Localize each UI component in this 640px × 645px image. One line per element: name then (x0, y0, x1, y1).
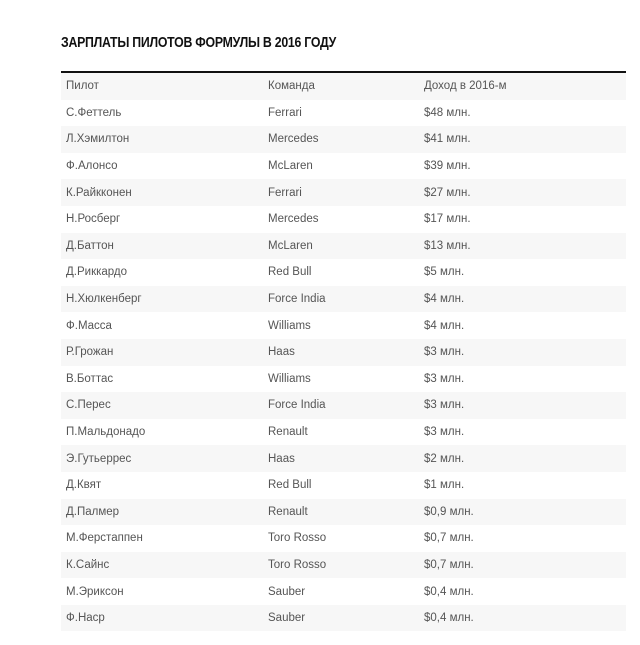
cell-income: $41 млн. (424, 133, 471, 146)
table-header: Пилот Команда Доход в 2016-м (61, 73, 626, 100)
cell-team: Renault (268, 505, 308, 518)
cell-pilot: Ф.Алонсо (66, 160, 118, 173)
cell-income: $5 млн. (424, 266, 465, 279)
cell-pilot: К.Райкконен (66, 186, 132, 199)
cell-income: $0,4 млн. (424, 612, 474, 625)
cell-team: McLaren (268, 160, 313, 173)
cell-pilot: М.Ферстаппен (66, 532, 143, 545)
table-row: Ф.Масса Williams $4 млн. (61, 312, 626, 339)
cell-pilot: Д.Риккардо (66, 266, 128, 279)
table-row: Н.Хюлкенберг Force India $4 млн. (61, 285, 626, 313)
cell-team: Force India (268, 399, 326, 412)
cell-team: Mercedes (268, 133, 319, 146)
table-row: М.Ферстаппен Toro Rosso $0,7 млн. (61, 525, 626, 552)
cell-pilot: Р.Грожан (66, 346, 114, 359)
cell-income: $0,7 млн. (424, 532, 474, 545)
table-row: В.Боттас Williams $3 млн. (61, 366, 626, 393)
table-row: Ф.Наср Sauber $0,4 млн. (61, 604, 626, 632)
cell-team: Williams (268, 372, 311, 385)
cell-team: Sauber (268, 585, 306, 598)
cell-income: $39 млн. (424, 160, 471, 173)
cell-pilot: П.Мальдонадо (66, 426, 146, 439)
cell-income: $17 млн. (424, 213, 471, 226)
cell-income: $4 млн. (424, 293, 465, 306)
cell-team: Mercedes (268, 213, 319, 226)
cell-team: Williams (268, 319, 311, 332)
cell-income: $27 млн. (424, 186, 471, 199)
table-row: Д.Риккардо Red Bull $5 млн. (61, 259, 626, 286)
cell-income: $0,9 млн. (424, 505, 474, 518)
table-row: Ф.Алонсо McLaren $39 млн. (61, 153, 626, 180)
table-row: Л.Хэмилтон Mercedes $41 млн. (61, 126, 626, 153)
table-row: М.Эриксон Sauber $0,4 млн. (61, 578, 626, 605)
table-row: С.Феттель Ferrari $48 млн. (61, 100, 626, 127)
cell-income: $3 млн. (424, 346, 465, 359)
table-row: П.Мальдонадо Renault $3 млн. (61, 419, 626, 446)
cell-team: Ferrari (268, 186, 302, 199)
cell-pilot: С.Феттель (66, 106, 122, 119)
cell-income: $13 млн. (424, 239, 471, 252)
table-row: К.Сайнс Toro Rosso $0,7 млн. (61, 551, 626, 579)
cell-pilot: Э.Гутьеррес (66, 452, 132, 465)
header-team: Команда (268, 80, 315, 93)
cell-pilot: В.Боттас (66, 372, 114, 385)
cell-pilot: М.Эриксон (66, 585, 124, 598)
header-income: Доход в 2016-м (424, 80, 507, 93)
table-body: С.Феттель Ferrari $48 млн. Л.Хэмилтон Merced… (61, 100, 626, 632)
cell-pilot: Н.Росберг (66, 213, 121, 226)
cell-income: $3 млн. (424, 372, 465, 385)
table-row: Р.Грожан Haas $3 млн. (61, 338, 626, 366)
cell-income: $3 млн. (424, 426, 465, 439)
cell-income: $4 млн. (424, 319, 465, 332)
cell-pilot: С.Перес (66, 399, 111, 412)
cell-team: McLaren (268, 239, 313, 252)
table-row: С.Перес Force India $3 млн. (61, 392, 626, 419)
table-row: Д.Баттон McLaren $13 млн. (61, 232, 626, 260)
table-row: Н.Росберг Mercedes $17 млн. (61, 206, 626, 233)
cell-team: Toro Rosso (268, 532, 327, 545)
cell-team: Renault (268, 426, 308, 439)
cell-pilot: Д.Баттон (66, 239, 114, 252)
table-row: Д.Палмер Renault $0,9 млн. (61, 498, 626, 526)
cell-team: Ferrari (268, 106, 302, 119)
cell-pilot: Л.Хэмилтон (66, 133, 130, 146)
cell-pilot: Д.Палмер (66, 505, 120, 518)
cell-pilot: Н.Хюлкенберг (66, 293, 142, 306)
cell-income: $3 млн. (424, 399, 465, 412)
cell-team: Haas (268, 452, 295, 465)
cell-pilot: Д.Квят (66, 479, 102, 492)
cell-team: Red Bull (268, 479, 312, 492)
cell-team: Force India (268, 293, 326, 306)
cell-team: Toro Rosso (268, 558, 327, 571)
cell-income: $1 млн. (424, 479, 465, 492)
cell-team: Haas (268, 346, 295, 359)
cell-income: $0,4 млн. (424, 585, 474, 598)
cell-income: $2 млн. (424, 452, 465, 465)
cell-income: $0,7 млн. (424, 558, 474, 571)
cell-pilot: Ф.Масса (66, 319, 112, 332)
header-pilot: Пилот (66, 80, 99, 93)
cell-team: Sauber (268, 612, 306, 625)
cell-income: $48 млн. (424, 106, 471, 119)
cell-team: Red Bull (268, 266, 312, 279)
cell-pilot: К.Сайнс (66, 558, 110, 571)
table-row: Э.Гутьеррес Haas $2 млн. (61, 445, 626, 472)
cell-pilot: Ф.Наср (66, 612, 105, 625)
table-row: Д.Квят Red Bull $1 млн. (61, 472, 626, 499)
page-title: ЗАРПЛАТЫ ПИЛОТОВ ФОРМУЛЫ В 2016 ГОДУ (61, 34, 337, 51)
table-row: К.Райкконен Ferrari $27 млн. (61, 179, 626, 206)
salary-table: Пилот Команда Доход в 2016-м С.Феттель Fe… (61, 71, 626, 632)
